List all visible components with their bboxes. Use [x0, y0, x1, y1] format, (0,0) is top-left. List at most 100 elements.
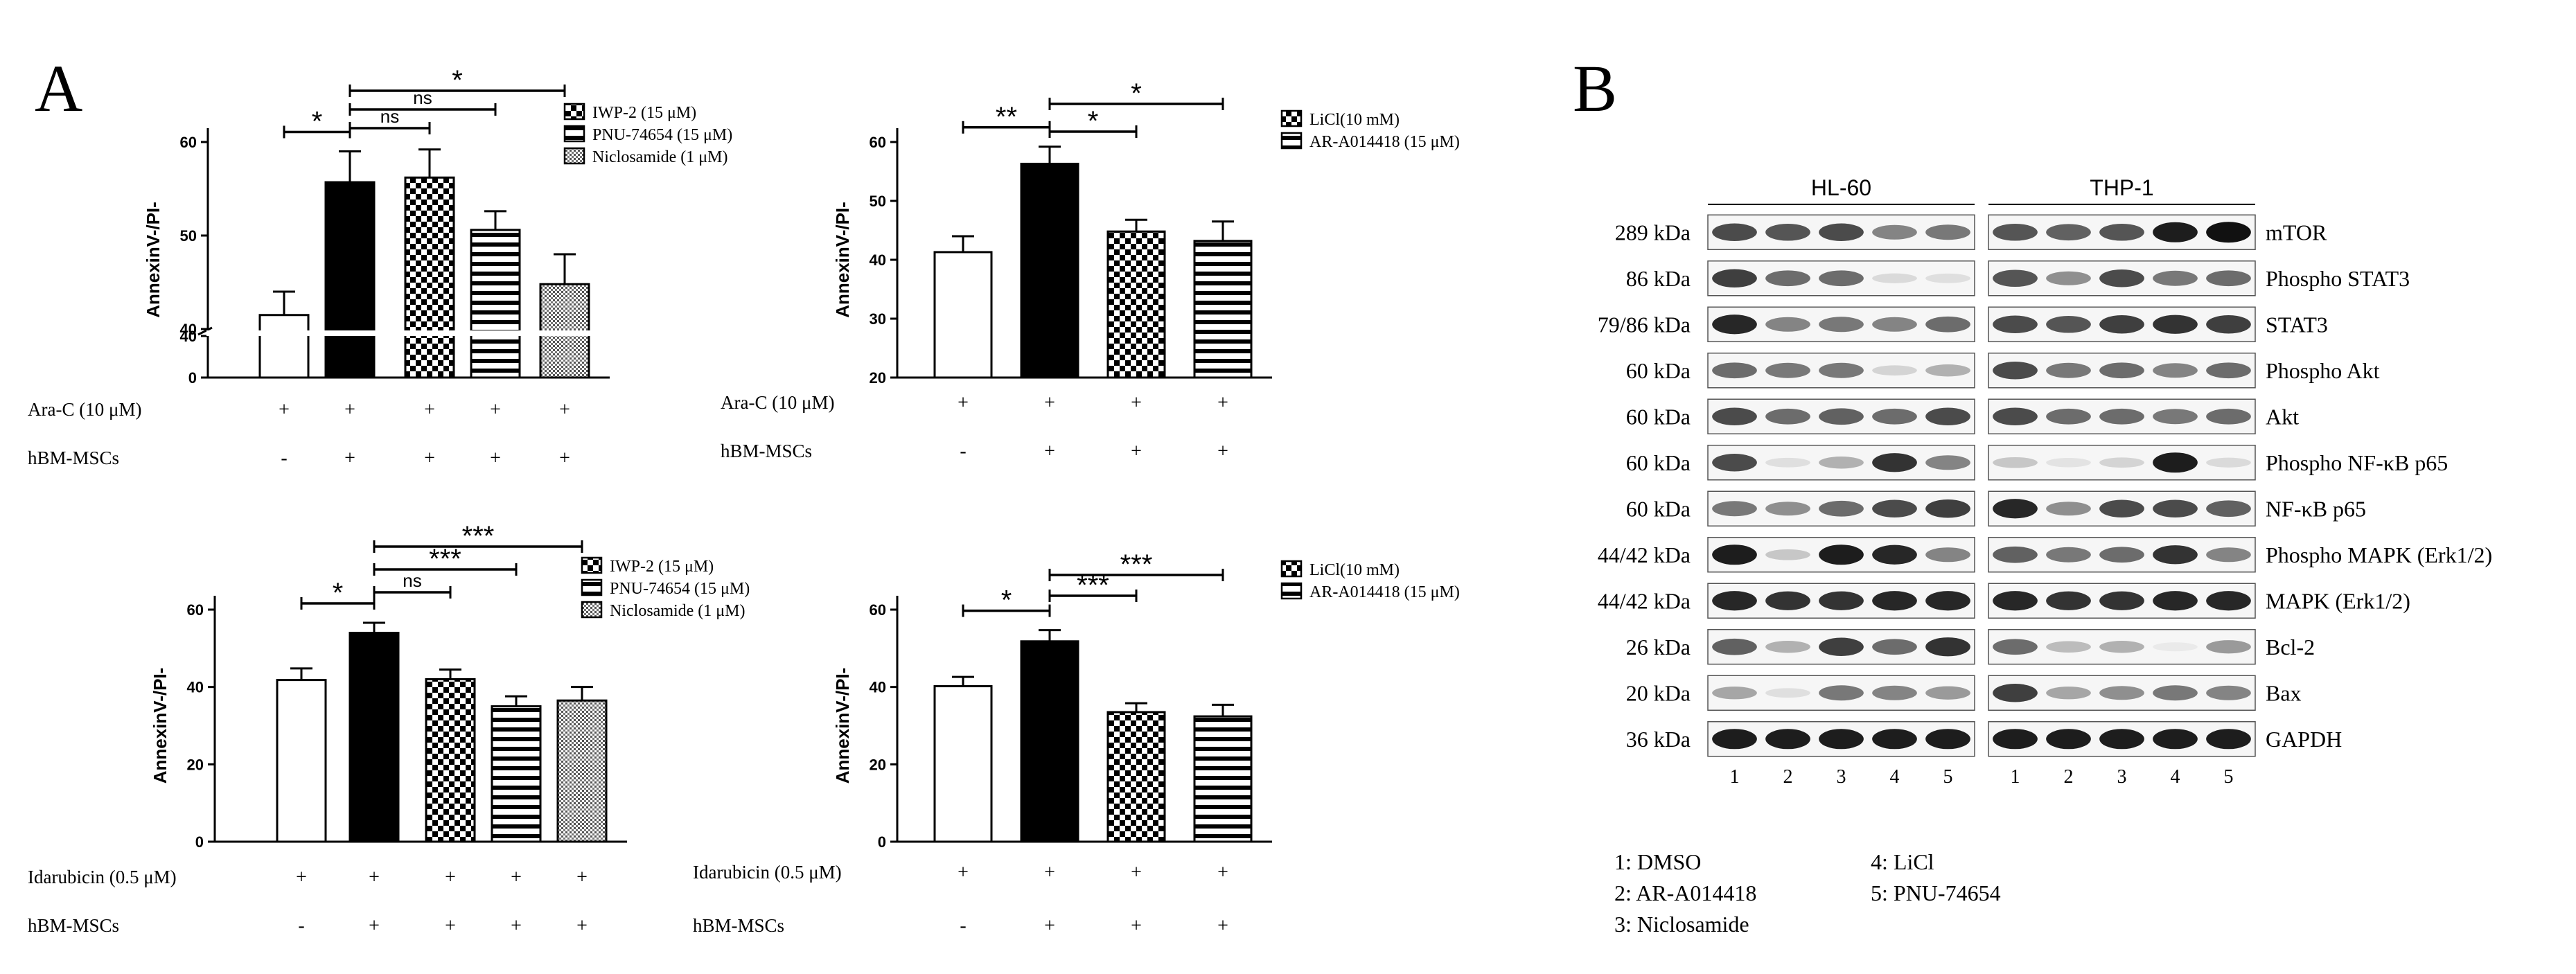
blot-band	[2099, 686, 2144, 700]
cell-line-header: THP-1	[2090, 175, 2153, 200]
treatment-mark: +	[344, 399, 355, 420]
blot-band	[2153, 729, 2198, 750]
blot-band	[1765, 223, 1810, 241]
treatment-row-label: hBM-MSCs	[28, 448, 119, 468]
legend-label: LiCl(10 mM)	[1309, 561, 1400, 579]
lane-number: 3	[1837, 766, 1846, 788]
kda-label: 60 kDa	[1626, 496, 1691, 521]
treatment-mark: +	[490, 399, 501, 420]
kda-label: 44/42 kDa	[1598, 542, 1691, 567]
cell-line-header: HL-60	[1811, 175, 1871, 200]
treatment-mark: -	[298, 915, 304, 937]
blot-band	[2099, 315, 2144, 334]
blot-row: 20 kDa Bax	[1626, 675, 2302, 711]
blot-band	[1925, 591, 1970, 611]
blot-band	[2046, 408, 2091, 425]
kda-label: 26 kDa	[1626, 635, 1691, 659]
blot-row: 60 kDa Akt	[1626, 398, 2299, 434]
bar	[556, 699, 608, 843]
treatment-mark: +	[1044, 441, 1055, 462]
blot-band	[2153, 315, 2198, 334]
axis-break-gap	[206, 330, 592, 336]
protein-label: Phospho MAPK (Erk1/2)	[2266, 542, 2492, 567]
treatment-key: 5: PNU-74654	[1871, 880, 2001, 905]
treatment-row-label: hBM-MSCs	[28, 915, 119, 936]
blot-band	[2046, 315, 2091, 333]
blot-band	[1819, 544, 1864, 565]
blot-band	[2206, 591, 2251, 611]
treatment-mark: +	[490, 448, 501, 469]
blot-band	[2046, 224, 2091, 241]
blot-band	[1712, 729, 1757, 750]
treatment-mark: +	[559, 399, 570, 420]
lane-number: 2	[2064, 766, 2074, 788]
bar	[324, 181, 376, 379]
blot-row: 60 kDa Phospho Akt	[1626, 353, 2380, 389]
treatment-mark: +	[445, 915, 456, 937]
y-tick-label: 20	[870, 369, 886, 387]
bar	[470, 229, 521, 379]
lane-number: 5	[1943, 766, 1953, 788]
blot-row: 60 kDa NF-κB p65	[1626, 490, 2366, 526]
treatment-row-label: hBM-MSCs	[693, 915, 784, 936]
y-tick-label: 0	[195, 833, 204, 851]
sig-label: *	[312, 107, 323, 137]
blot-band	[2206, 500, 2251, 517]
y-tick-label: 0	[878, 833, 886, 851]
y-tick-label: 60	[870, 601, 886, 619]
blot-band	[1819, 408, 1864, 425]
bar	[349, 632, 400, 843]
legend-swatch	[563, 147, 585, 165]
treatment-key: 1: DMSO	[1614, 849, 1701, 874]
blot-band	[1993, 407, 2038, 425]
blot-band	[1765, 549, 1810, 560]
blot-band	[1993, 639, 2038, 655]
blot-band	[1872, 499, 1917, 517]
treatment-mark: +	[1131, 392, 1142, 414]
legend-label: Niclosamide (1 μM)	[592, 148, 728, 166]
kda-label: 36 kDa	[1626, 727, 1691, 752]
blot-band	[2153, 222, 2198, 242]
legend-swatch	[1280, 132, 1303, 150]
lane-number: 1	[1730, 766, 1740, 788]
blot-band	[2206, 685, 2251, 700]
blot-band	[2099, 547, 2144, 563]
blot-band	[1872, 591, 1917, 611]
blot-row: 289 kDa mTOR	[1615, 214, 2327, 250]
kda-label: 44/42 kDa	[1598, 588, 1691, 613]
lane-number: 2	[1783, 766, 1793, 788]
y-tick-label: 60	[187, 601, 204, 619]
sig-label: ns	[403, 570, 421, 591]
protein-label: STAT3	[2266, 312, 2328, 337]
blot-band	[2046, 547, 2091, 563]
y-tick-label: 0	[188, 369, 197, 387]
blot-band	[2206, 270, 2251, 287]
blot-band	[2099, 591, 2144, 610]
blot-band	[1993, 591, 2038, 611]
treatment-mark: +	[958, 392, 969, 414]
treatment-mark: +	[958, 862, 969, 883]
legend-label: AR-A014418 (15 μM)	[1309, 133, 1460, 151]
blot-band	[1819, 637, 1864, 656]
blot-band	[1872, 273, 1917, 283]
blot-band	[1993, 457, 2038, 468]
treatment-mark: +	[1131, 441, 1142, 462]
blot-band	[1765, 270, 1810, 287]
bar	[1193, 240, 1253, 379]
protein-label: NF-κB p65	[2266, 496, 2366, 521]
blot-band	[1872, 639, 1917, 655]
legend-swatch	[563, 103, 585, 121]
treatment-mark: +	[424, 399, 435, 420]
blot-band	[2206, 315, 2251, 334]
bar	[276, 679, 327, 843]
blot-band	[1712, 638, 1757, 655]
treatment-row-label: Ara-C (10 μM)	[28, 399, 141, 420]
blot-band	[2153, 499, 2198, 517]
blot-band	[1925, 273, 1970, 283]
treatment-mark: +	[576, 867, 588, 888]
blot-strip	[1988, 445, 2256, 481]
legend-label: PNU-74654 (15 μM)	[592, 126, 732, 144]
blot-band	[2206, 729, 2251, 750]
sig-label: ***	[429, 544, 461, 574]
blot-band	[1765, 362, 1810, 378]
